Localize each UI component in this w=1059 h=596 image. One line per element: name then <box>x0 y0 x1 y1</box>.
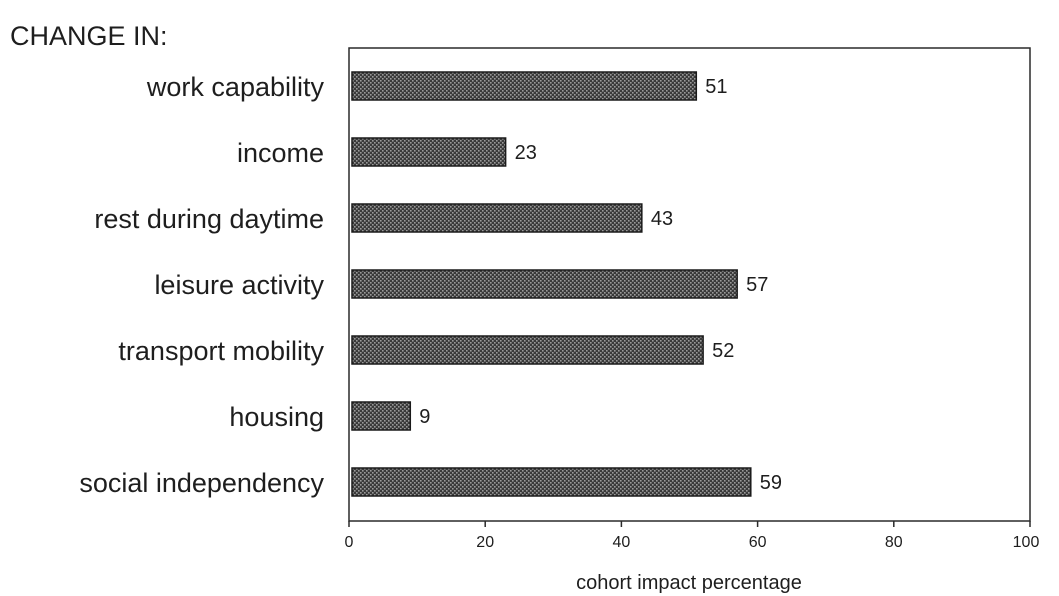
category-label: leisure activity <box>154 270 324 300</box>
bar-value-label: 52 <box>712 340 734 362</box>
category-label: housing <box>229 402 324 432</box>
category-label: rest during daytime <box>94 204 324 234</box>
bar <box>351 203 643 233</box>
x-tick-label: 20 <box>476 534 494 551</box>
bars-group: work capability 51 income 23 rest during day… <box>79 71 782 498</box>
x-tick-label: 40 <box>613 534 631 551</box>
plot-frame <box>348 47 1031 522</box>
category-label: income <box>237 138 324 168</box>
x-axis-title: cohort impact percentage <box>576 572 802 594</box>
x-axis-ticks: 0 20 40 60 80 100 <box>345 521 1040 551</box>
x-tick-label: 0 <box>345 534 354 551</box>
bar-value-label: 23 <box>515 142 537 164</box>
category-label: transport mobility <box>118 336 324 366</box>
bar <box>351 335 704 365</box>
category-label: social independency <box>79 468 324 498</box>
x-tick-label: 60 <box>749 534 767 551</box>
bar-value-label: 59 <box>760 472 782 494</box>
x-tick-label: 100 <box>1013 534 1040 551</box>
bar <box>351 401 412 431</box>
bar <box>351 71 698 101</box>
bar <box>351 269 738 299</box>
bar-value-label: 51 <box>705 76 727 98</box>
category-label: work capability <box>146 72 325 102</box>
chart-heading: CHANGE IN: <box>10 21 168 51</box>
bar-value-label: 57 <box>746 274 768 296</box>
bar-value-label: 9 <box>419 406 430 428</box>
x-tick-label: 80 <box>885 534 903 551</box>
bar-value-label: 43 <box>651 208 673 230</box>
bar <box>351 137 507 167</box>
bar <box>351 467 752 497</box>
